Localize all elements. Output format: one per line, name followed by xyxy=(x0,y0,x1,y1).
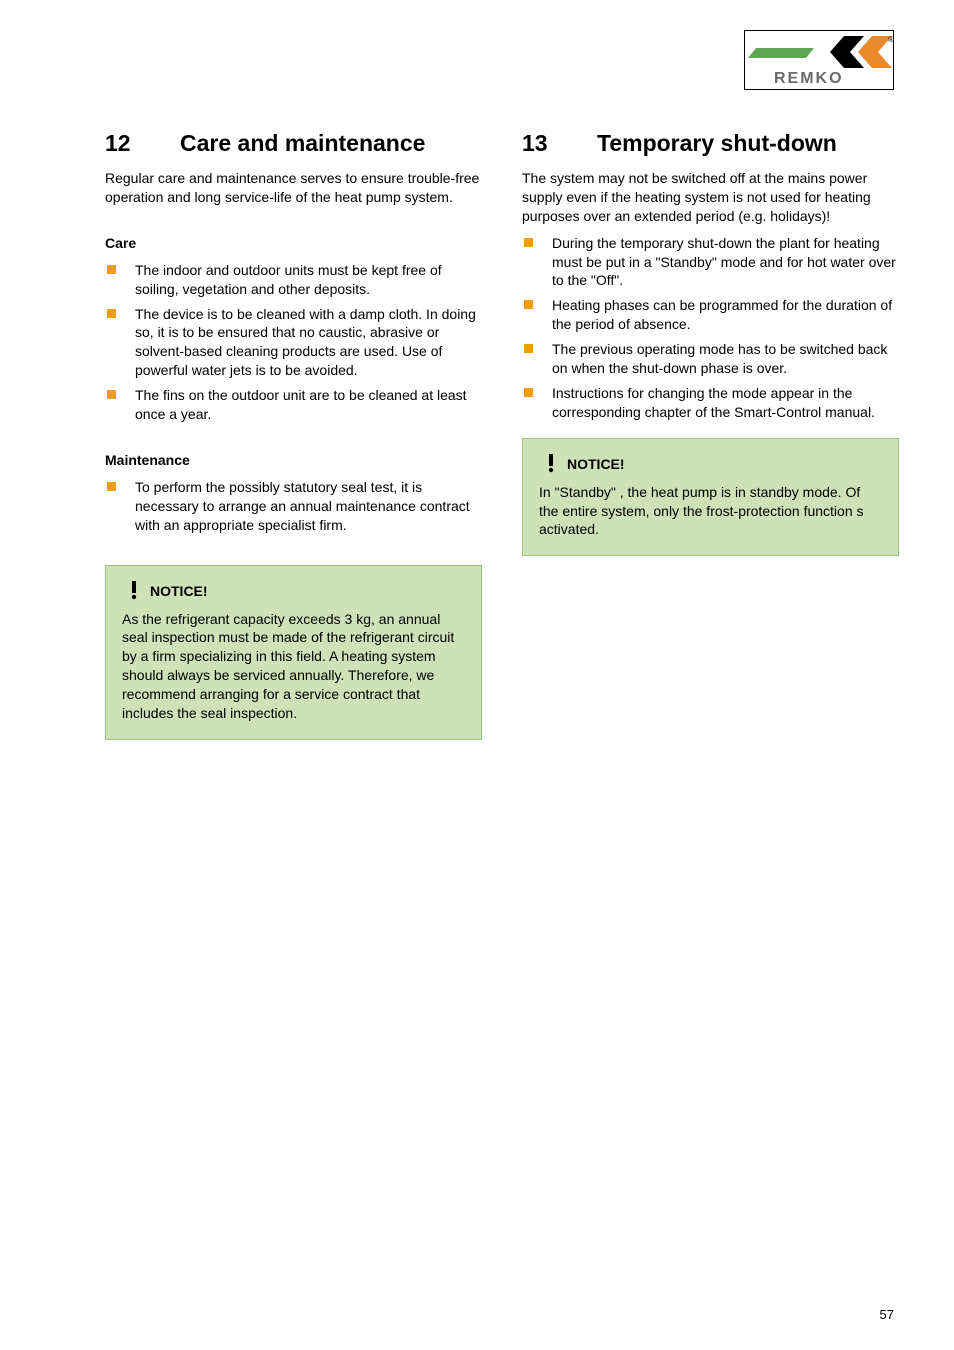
page-content: 12Care and maintenance Regular care and … xyxy=(0,0,954,740)
exclamation-icon xyxy=(128,580,140,600)
reg-mark: ® xyxy=(888,35,894,44)
notice-heading: NOTICE! xyxy=(539,453,882,473)
list-item: Instructions for changing the mode appea… xyxy=(522,384,899,422)
maintenance-heading: Maintenance xyxy=(105,452,482,468)
section-13-intro: The system may not be switched off at th… xyxy=(522,169,899,226)
notice-box-left: NOTICE! As the refrigerant capacity exce… xyxy=(105,565,482,740)
exclamation-icon xyxy=(545,453,557,473)
care-heading: Care xyxy=(105,235,482,251)
maintenance-list: To perform the possibly statutory seal t… xyxy=(105,478,482,535)
section-13-title: 13Temporary shut-down xyxy=(522,130,899,157)
section-12-heading: Care and maintenance xyxy=(180,130,425,156)
section-12-title: 12Care and maintenance xyxy=(105,130,482,157)
section-12-number: 12 xyxy=(105,130,180,157)
right-column: 13Temporary shut-down The system may not… xyxy=(522,130,899,740)
section-12-intro: Regular care and maintenance serves to e… xyxy=(105,169,482,207)
list-item: The fins on the outdoor unit are to be c… xyxy=(105,386,482,424)
list-item: The previous operating mode has to be sw… xyxy=(522,340,899,378)
list-item: Heating phases can be programmed for the… xyxy=(522,296,899,334)
list-item: The device is to be cleaned with a damp … xyxy=(105,305,482,381)
section-13-heading: Temporary shut-down xyxy=(597,130,837,156)
list-item: During the temporary shut-down the plant… xyxy=(522,234,899,291)
shutdown-list: During the temporary shut-down the plant… xyxy=(522,234,899,422)
left-column: 12Care and maintenance Regular care and … xyxy=(105,130,482,740)
brand-text: REMKO xyxy=(774,70,844,87)
notice-box-right: NOTICE! In "Standby" , the heat pump is … xyxy=(522,438,899,557)
brand-logo: ® REMKO xyxy=(744,30,894,95)
notice-label: NOTICE! xyxy=(150,583,208,599)
notice-body-text: As the refrigerant capacity exceeds 3 kg… xyxy=(122,610,465,723)
section-13-number: 13 xyxy=(522,130,597,157)
notice-body-text: In "Standby" , the heat pump is in stand… xyxy=(539,483,882,540)
notice-label: NOTICE! xyxy=(567,456,625,472)
list-item: To perform the possibly statutory seal t… xyxy=(105,478,482,535)
care-list: The indoor and outdoor units must be kep… xyxy=(105,261,482,424)
list-item: The indoor and outdoor units must be kep… xyxy=(105,261,482,299)
page-number: 57 xyxy=(880,1307,894,1322)
notice-heading: NOTICE! xyxy=(122,580,465,600)
